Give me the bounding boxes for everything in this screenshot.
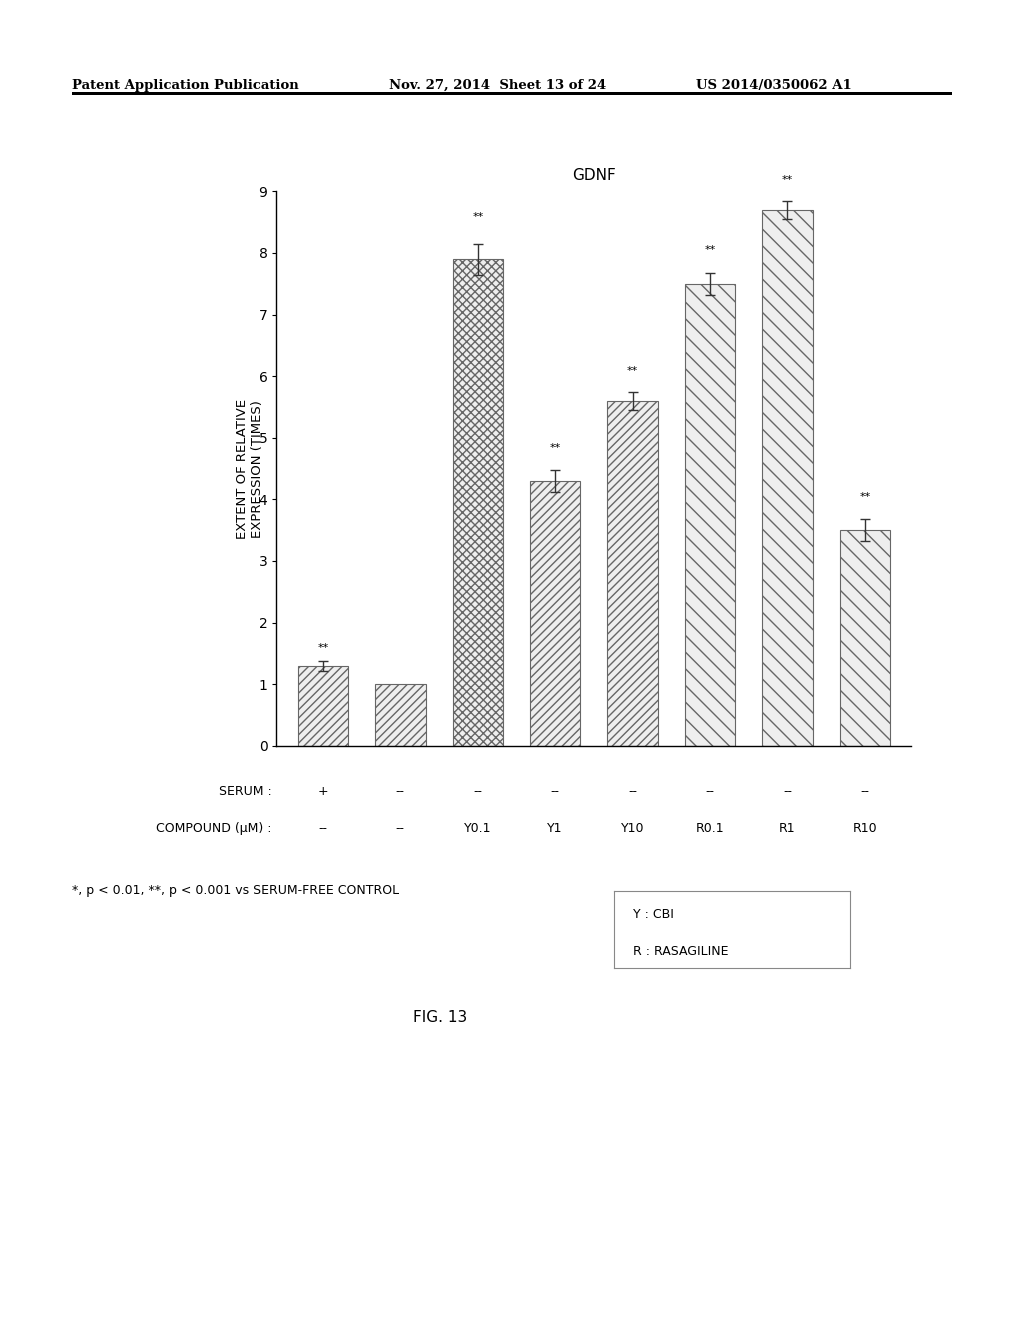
Text: Y10: Y10: [621, 822, 644, 836]
Text: --: --: [628, 785, 637, 799]
Text: SERUM :: SERUM :: [218, 785, 271, 799]
Text: --: --: [706, 785, 715, 799]
Text: --: --: [783, 785, 792, 799]
Text: --: --: [396, 785, 404, 799]
Bar: [453, 259, 503, 746]
Text: Patent Application Publication: Patent Application Publication: [72, 79, 298, 92]
Text: **: **: [317, 643, 329, 653]
Text: **: **: [550, 442, 561, 453]
Text: --: --: [860, 785, 869, 799]
Text: Y : CBI: Y : CBI: [633, 908, 674, 921]
Text: COMPOUND (μM) :: COMPOUND (μM) :: [156, 822, 271, 836]
Bar: [840, 531, 890, 746]
Text: Y0.1: Y0.1: [464, 822, 492, 836]
Text: Nov. 27, 2014  Sheet 13 of 24: Nov. 27, 2014 Sheet 13 of 24: [389, 79, 606, 92]
Text: **: **: [859, 492, 870, 502]
Text: --: --: [318, 822, 328, 836]
Text: R : RASAGILINE: R : RASAGILINE: [633, 945, 729, 957]
Text: *, p < 0.01, **, p < 0.001 vs SERUM-FREE CONTROL: *, p < 0.01, **, p < 0.001 vs SERUM-FREE…: [72, 884, 398, 898]
Text: **: **: [627, 366, 638, 376]
Text: US 2014/0350062 A1: US 2014/0350062 A1: [696, 79, 852, 92]
Text: Y1: Y1: [548, 822, 563, 836]
Bar: [530, 480, 581, 746]
Bar: [762, 210, 813, 746]
Text: **: **: [705, 246, 716, 256]
Text: **: **: [782, 176, 794, 185]
Text: R1: R1: [779, 822, 796, 836]
Text: R0.1: R0.1: [695, 822, 724, 836]
Bar: [298, 665, 348, 746]
Text: FIG. 13: FIG. 13: [414, 1010, 467, 1024]
Text: R10: R10: [853, 822, 878, 836]
Title: GDNF: GDNF: [572, 168, 615, 183]
Text: +: +: [317, 785, 329, 799]
Text: --: --: [551, 785, 560, 799]
Text: --: --: [473, 785, 482, 799]
Y-axis label: EXTENT OF RELATIVE
EXPRESSION (TIMES): EXTENT OF RELATIVE EXPRESSION (TIMES): [237, 399, 264, 539]
Bar: [375, 684, 426, 746]
Bar: [607, 401, 657, 746]
Text: **: **: [472, 213, 483, 222]
Bar: [685, 284, 735, 746]
Text: --: --: [396, 822, 404, 836]
